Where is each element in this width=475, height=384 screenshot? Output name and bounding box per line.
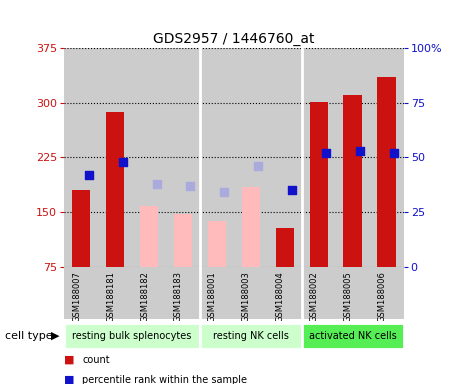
Bar bbox=[234, 48, 268, 267]
Text: ■: ■ bbox=[64, 375, 75, 384]
Text: GSM188005: GSM188005 bbox=[344, 271, 353, 322]
Point bbox=[119, 159, 126, 165]
Bar bbox=[208, 221, 226, 267]
Bar bbox=[200, 323, 302, 349]
Text: GSM188002: GSM188002 bbox=[310, 271, 319, 322]
Bar bbox=[378, 77, 396, 267]
Point bbox=[220, 189, 228, 195]
Bar bbox=[276, 228, 294, 267]
Text: ▶: ▶ bbox=[51, 331, 59, 341]
Bar bbox=[302, 48, 336, 267]
Bar bbox=[98, 48, 132, 267]
Text: cell type: cell type bbox=[5, 331, 52, 341]
Text: GSM188007: GSM188007 bbox=[72, 271, 81, 322]
Bar bbox=[242, 187, 260, 267]
Point bbox=[323, 150, 330, 156]
Bar bbox=[72, 190, 90, 267]
Point bbox=[356, 148, 364, 154]
Text: activated NK cells: activated NK cells bbox=[309, 331, 397, 341]
Bar bbox=[310, 102, 328, 267]
Text: GSM188183: GSM188183 bbox=[174, 271, 183, 322]
Point bbox=[255, 163, 262, 169]
Text: GSM188004: GSM188004 bbox=[276, 271, 285, 322]
Bar bbox=[132, 48, 166, 267]
Text: ■: ■ bbox=[64, 355, 75, 365]
Point bbox=[187, 183, 194, 189]
Text: GSM188182: GSM188182 bbox=[140, 271, 149, 322]
Bar bbox=[64, 48, 98, 267]
Text: count: count bbox=[82, 355, 110, 365]
Bar bbox=[174, 214, 192, 267]
Text: resting NK cells: resting NK cells bbox=[213, 331, 289, 341]
Bar bbox=[140, 206, 158, 267]
Point bbox=[390, 150, 398, 156]
Text: GSM188001: GSM188001 bbox=[208, 271, 217, 322]
Point bbox=[152, 180, 160, 187]
Point bbox=[288, 187, 296, 194]
Bar bbox=[370, 48, 404, 267]
Bar bbox=[64, 323, 200, 349]
Bar bbox=[302, 323, 404, 349]
Text: resting bulk splenocytes: resting bulk splenocytes bbox=[72, 331, 192, 341]
Bar bbox=[343, 95, 362, 267]
Bar bbox=[106, 112, 124, 267]
Title: GDS2957 / 1446760_at: GDS2957 / 1446760_at bbox=[153, 31, 314, 46]
Bar bbox=[336, 48, 370, 267]
Text: GSM188003: GSM188003 bbox=[242, 271, 251, 322]
Bar bbox=[166, 48, 200, 267]
Text: percentile rank within the sample: percentile rank within the sample bbox=[82, 375, 247, 384]
Point bbox=[85, 172, 92, 178]
Bar bbox=[200, 48, 234, 267]
Bar bbox=[268, 48, 302, 267]
Text: GSM188006: GSM188006 bbox=[378, 271, 387, 322]
Text: GSM188181: GSM188181 bbox=[106, 271, 115, 322]
